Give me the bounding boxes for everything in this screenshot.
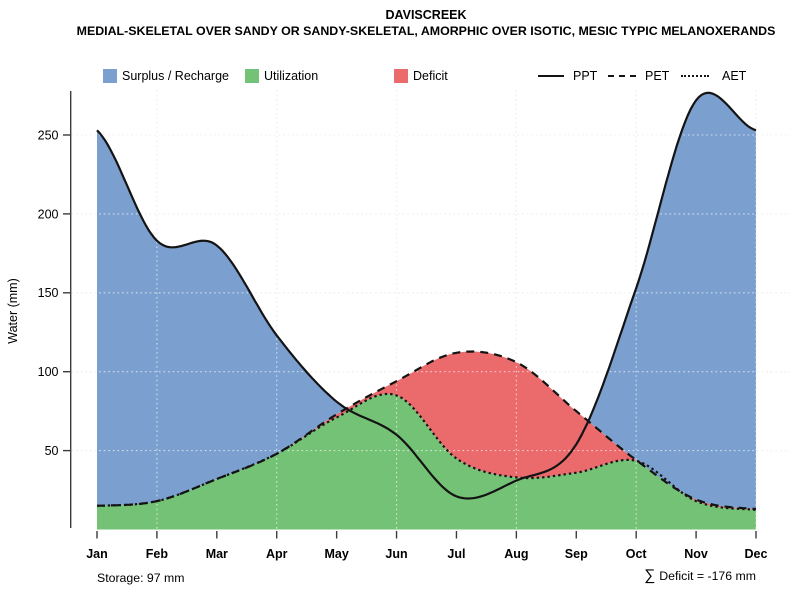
x-month-label: Jun [385, 547, 407, 561]
surplus-legend-label: Surplus / Recharge [122, 69, 230, 83]
deficit-legend-swatch [394, 69, 408, 83]
aet-legend-label: AET [722, 69, 747, 83]
aet-line-sample [681, 75, 709, 77]
deficit-legend-label: Deficit [413, 69, 448, 83]
x-month-label: Oct [626, 547, 648, 561]
y-axis-title: Water (mm) [6, 278, 20, 344]
y-tick-label: 150 [38, 286, 59, 300]
utilization-legend-swatch [245, 69, 259, 83]
y-tick-label: 100 [38, 365, 59, 379]
area-surplus [97, 92, 756, 510]
x-month-label: Nov [684, 547, 708, 561]
x-month-label: Mar [206, 547, 228, 561]
x-month-label: Aug [504, 547, 528, 561]
y-tick-label: 250 [38, 128, 59, 142]
chart-title: DAVISCREEK [385, 8, 467, 22]
y-tick-label: 50 [45, 444, 59, 458]
deficit-sum-text: Deficit = -176 mm [659, 569, 756, 583]
sigma-symbol: ∑ [644, 567, 656, 584]
ppt-line [96, 91, 757, 500]
y-tick-label: 200 [38, 207, 59, 221]
x-month-label: Jul [447, 547, 465, 561]
x-month-label: Feb [146, 547, 169, 561]
storage-annotation: Storage: 97 mm [97, 571, 185, 585]
ppt-legend-label: PPT [573, 69, 598, 83]
pet-line [96, 350, 757, 511]
x-month-label: Sep [565, 547, 588, 561]
x-month-label: Dec [745, 547, 768, 561]
aet-line [96, 392, 757, 511]
ppt-line-sample [538, 75, 564, 77]
x-month-label: Apr [266, 547, 288, 561]
x-month-label: May [324, 547, 348, 561]
area-utilization [97, 393, 756, 530]
utilization-legend-label: Utilization [264, 69, 319, 83]
area-deficit [97, 351, 756, 510]
deficit-sum-annotation: ∑ Deficit = -176 mm [644, 567, 756, 585]
pet-legend-label: PET [645, 69, 670, 83]
surplus-legend-swatch [103, 69, 117, 83]
pet-line-sample [608, 75, 636, 77]
chart-subtitle: MEDIAL-SKELETAL OVER SANDY OR SANDY-SKEL… [76, 24, 776, 38]
x-month-label: Jan [86, 547, 108, 561]
